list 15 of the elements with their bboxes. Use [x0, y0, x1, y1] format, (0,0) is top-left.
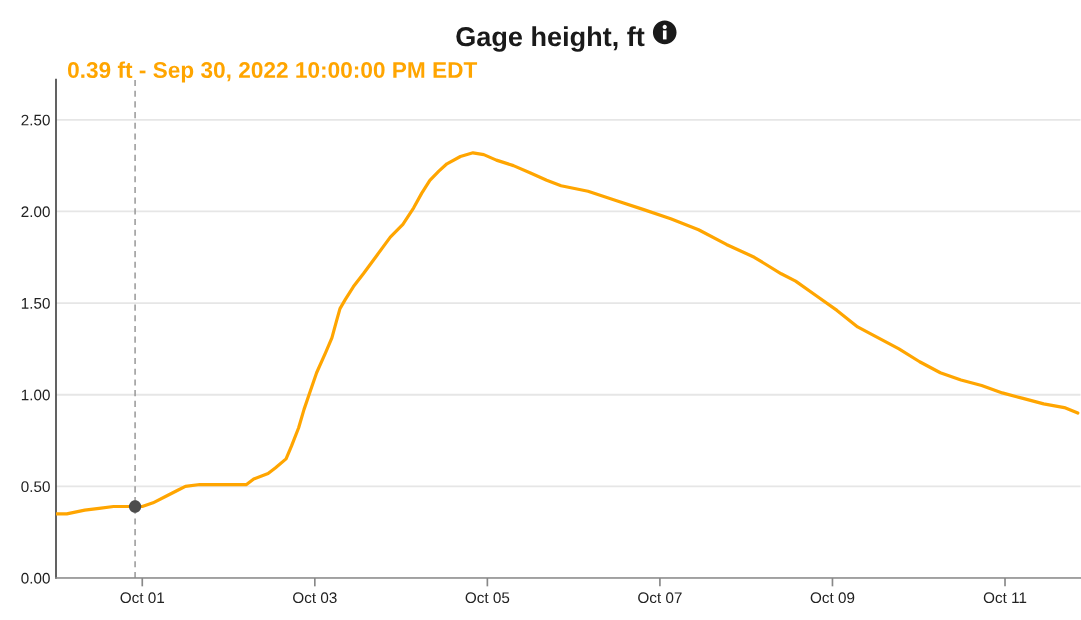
- y-tick-label: 0.00: [21, 572, 50, 584]
- x-tick-label: Oct 07: [638, 592, 682, 604]
- x-tick-label: Oct 03: [293, 592, 337, 604]
- chart-title: Gage height, ft: [456, 26, 645, 52]
- y-tick-label: 0.50: [21, 481, 50, 493]
- y-tick-label: 1.00: [21, 389, 50, 401]
- y-tick-label: 2.50: [21, 114, 50, 126]
- annotation: 0.39 ft - Sep 30, 2022 10:00:00 PM EDT: [68, 61, 478, 83]
- line-series: [56, 151, 1080, 516]
- x-tick-label: Oct 05: [465, 592, 510, 604]
- x-tick-label: Oct 11: [983, 592, 1027, 604]
- y-tick-label: 1.50: [21, 297, 50, 309]
- x-tick-label: Oct 09: [810, 592, 855, 604]
- x-tick-label: Oct 01: [120, 592, 165, 604]
- y-tick-label: 2.00: [21, 206, 50, 218]
